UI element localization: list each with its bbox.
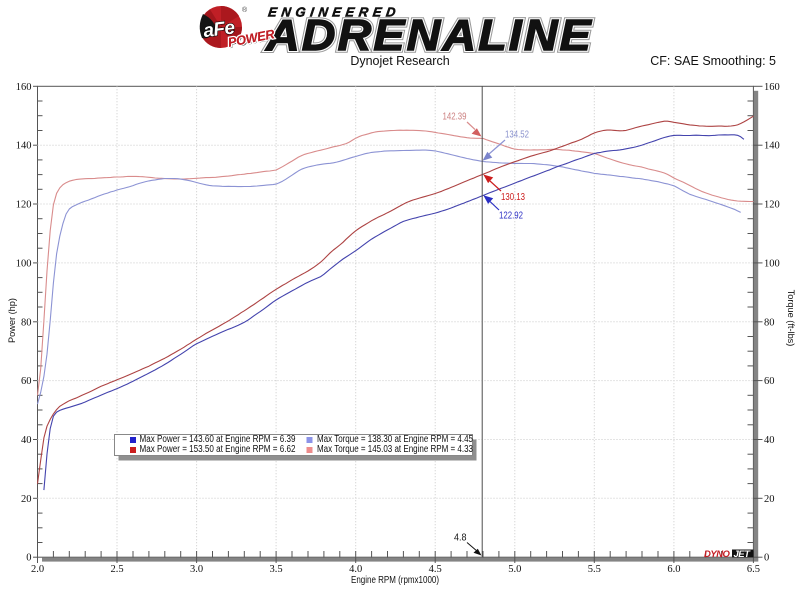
svg-text:Torque (ft-lbs): Torque (ft-lbs) (786, 290, 796, 347)
svg-text:140: 140 (764, 141, 780, 152)
svg-text:60: 60 (21, 376, 32, 387)
svg-text:aFe: aFe (202, 17, 236, 42)
svg-text:140: 140 (16, 141, 32, 152)
svg-text:JET: JET (734, 549, 752, 560)
svg-text:ADRENALINE: ADRENALINE (265, 10, 593, 59)
svg-text:ADRENALINE: ADRENALINE (265, 10, 593, 59)
svg-text:100: 100 (764, 258, 780, 269)
svg-text:2.5: 2.5 (110, 564, 123, 575)
svg-text:Max Power = 143.60 at Engine R: Max Power = 143.60 at Engine RPM = 6.39 (140, 434, 296, 445)
svg-text:®: ® (242, 6, 248, 14)
svg-text:2.0: 2.0 (31, 564, 44, 575)
svg-text:6.5: 6.5 (747, 564, 760, 575)
svg-text:4.8: 4.8 (454, 532, 467, 544)
svg-text:120: 120 (16, 200, 32, 211)
svg-text:60: 60 (764, 376, 775, 387)
svg-text:ENGINEERED: ENGINEERED (267, 5, 401, 20)
svg-text:3.5: 3.5 (270, 564, 283, 575)
svg-text:Max Power = 153.50 at Engine R: Max Power = 153.50 at Engine RPM = 6.62 (140, 444, 296, 455)
svg-text:100: 100 (16, 258, 32, 269)
svg-text:20: 20 (764, 494, 775, 505)
svg-text:4.0: 4.0 (349, 564, 362, 575)
svg-text:ENGINEERED: ENGINEERED (267, 5, 401, 20)
svg-text:Power (hp): Power (hp) (7, 298, 17, 343)
svg-text:3.0: 3.0 (190, 564, 203, 575)
svg-text:Max Torque = 145.03 at Engine: Max Torque = 145.03 at Engine RPM = 4.33 (317, 444, 473, 455)
svg-text:Engine RPM (rpmx1000): Engine RPM (rpmx1000) (351, 575, 439, 586)
svg-text:122.92: 122.92 (499, 210, 523, 222)
svg-text:DYNO: DYNO (704, 549, 731, 560)
svg-text:20: 20 (21, 494, 32, 505)
svg-text:80: 80 (21, 317, 32, 328)
svg-text:40: 40 (764, 435, 775, 446)
svg-text:80: 80 (764, 317, 775, 328)
svg-text:120: 120 (764, 200, 780, 211)
svg-text:142.39: 142.39 (443, 111, 467, 123)
svg-text:160: 160 (16, 82, 32, 93)
svg-text:5.0: 5.0 (508, 564, 521, 575)
svg-text:134.52: 134.52 (505, 129, 529, 141)
svg-text:0: 0 (764, 553, 769, 564)
svg-text:40: 40 (21, 435, 32, 446)
svg-text:Max Torque = 138.30 at Engine: Max Torque = 138.30 at Engine RPM = 4.45 (317, 434, 473, 445)
svg-text:130.13: 130.13 (501, 191, 525, 203)
svg-text:4.5: 4.5 (429, 564, 442, 575)
svg-text:6.0: 6.0 (667, 564, 680, 575)
svg-text:5.5: 5.5 (588, 564, 601, 575)
svg-text:0: 0 (26, 553, 31, 564)
svg-text:160: 160 (764, 82, 780, 93)
svg-text:ADRENALINE: ADRENALINE (265, 10, 593, 59)
